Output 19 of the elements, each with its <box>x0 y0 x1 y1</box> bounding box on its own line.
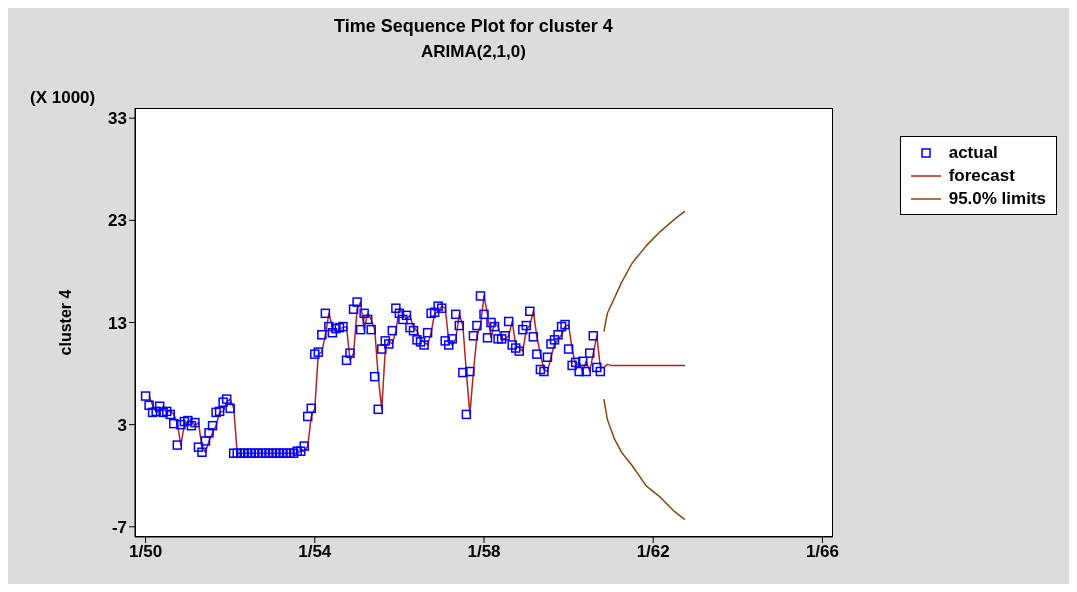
y-axis-title: cluster 4 <box>56 289 74 356</box>
x-tick-label: 1/62 <box>636 542 670 562</box>
x-tick-label: 1/58 <box>467 542 501 562</box>
y-tick-label: 33 <box>108 109 127 129</box>
line-series <box>603 398 686 521</box>
y-tick-label: 13 <box>108 313 127 333</box>
text: (X 1000) <box>30 88 96 108</box>
chart-title: Time Sequence Plot for cluster 4 <box>333 16 614 37</box>
chart-subtitle: ARIMA(2,1,0) <box>420 42 527 62</box>
legend-label: actual <box>948 142 998 163</box>
x-tick-label: 1/54 <box>298 542 332 562</box>
line-series <box>603 210 686 333</box>
y-tick-label: -7 <box>111 517 127 537</box>
x-tick-label: 1/66 <box>805 542 839 562</box>
x-tick-label: 1/50 <box>129 542 163 562</box>
legend-label: forecast <box>948 165 1015 186</box>
legend-label: 95.0% limits <box>948 188 1046 209</box>
y-tick-label: 23 <box>108 211 127 231</box>
y-tick-label: 3 <box>117 415 127 435</box>
